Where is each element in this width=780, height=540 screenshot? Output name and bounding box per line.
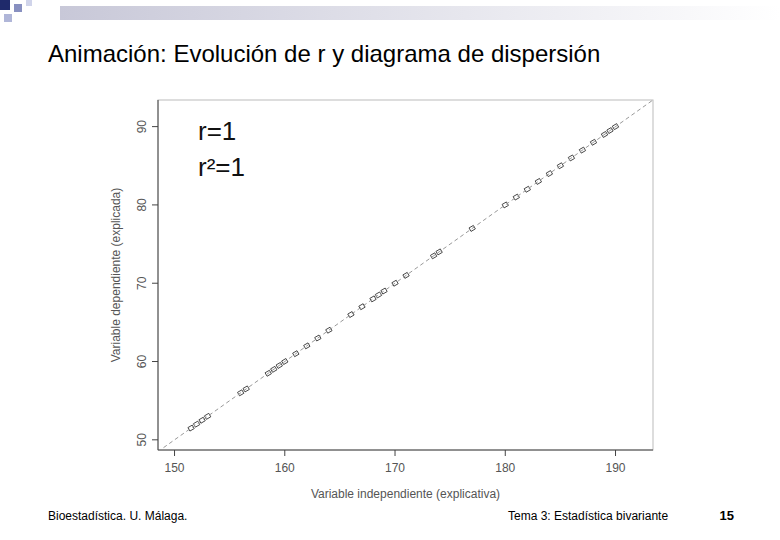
deco-square — [14, 4, 22, 12]
x-tick-label: 180 — [495, 461, 515, 475]
x-tick — [284, 450, 285, 456]
x-tick-label: 150 — [165, 461, 185, 475]
y-tick-label: 80 — [135, 198, 149, 212]
y-tick — [152, 204, 158, 205]
footer-left: Bioestadística. U. Málaga. — [48, 509, 187, 523]
top-bar — [60, 6, 780, 20]
x-tick-label: 160 — [275, 461, 295, 475]
y-tick-label: 70 — [135, 276, 149, 290]
x-tick-label: 190 — [606, 461, 626, 475]
y-axis — [158, 100, 159, 450]
x-axis-label: Variable independiente (explicativa) — [311, 487, 500, 501]
page-number: 15 — [720, 508, 734, 523]
x-axis — [158, 450, 653, 451]
y-axis-label: Variable dependiente (explicada) — [109, 188, 123, 363]
y-tick — [152, 283, 158, 284]
footer-right: Tema 3: Estadística bivariante — [508, 509, 668, 523]
plot-frame — [158, 100, 653, 450]
x-tick-label: 170 — [385, 461, 405, 475]
annotation: r²=1 — [198, 152, 245, 182]
y-tick-label: 90 — [135, 120, 149, 134]
data-group — [164, 100, 653, 448]
slide: Animación: Evolución de r y diagrama de … — [0, 0, 780, 540]
y-tick — [152, 126, 158, 127]
deco-square — [0, 0, 10, 10]
x-tick — [615, 450, 616, 456]
x-tick — [505, 450, 506, 456]
x-tick — [395, 450, 396, 456]
y-tick-label: 60 — [135, 355, 149, 369]
slide-title: Animación: Evolución de r y diagrama de … — [48, 40, 600, 67]
deco-square — [26, 0, 32, 6]
y-tick-label: 50 — [135, 433, 149, 447]
y-tick — [152, 439, 158, 440]
deco-square — [4, 14, 12, 22]
x-tick — [174, 450, 175, 456]
y-tick — [152, 361, 158, 362]
fit-line — [164, 100, 653, 448]
annotation: r=1 — [198, 116, 236, 146]
